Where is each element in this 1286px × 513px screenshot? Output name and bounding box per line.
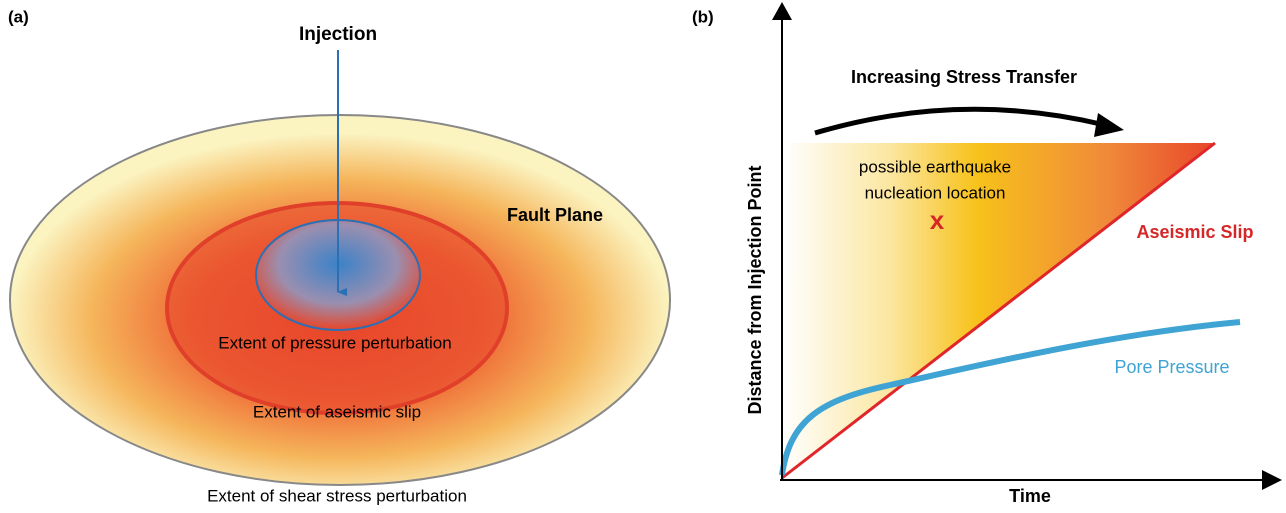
nucleation-label: nucleation location (865, 183, 1006, 202)
transfer-arrowhead (1094, 113, 1124, 137)
panel-label: (b) (692, 7, 714, 26)
shear-label: Extent of shear stress perturbation (207, 486, 467, 505)
y-axis-head (772, 2, 792, 20)
pressure-label: Extent of pressure perturbation (218, 333, 451, 352)
pore-pressure-label: Pore Pressure (1114, 357, 1229, 377)
aseismic-slip-label: Aseismic Slip (1136, 222, 1253, 242)
panel-label: (a) (8, 7, 29, 26)
figure: (a) Injection Fault Plane Extent of pres… (0, 0, 1286, 513)
aseismic-label: Extent of aseismic slip (253, 402, 421, 421)
transfer-arrow (815, 109, 1105, 133)
x-axis-label: Time (1009, 486, 1051, 506)
nucleation-marker: x (930, 205, 945, 235)
y-axis-label: Distance from Injection Point (745, 165, 765, 414)
x-axis-head (1262, 470, 1282, 490)
injection-label: Injection (299, 24, 377, 45)
fault-plane-label: Fault Plane (507, 205, 603, 225)
stress-transfer-label: Increasing Stress Transfer (851, 67, 1077, 87)
nucleation-label: possible earthquake (859, 157, 1011, 176)
